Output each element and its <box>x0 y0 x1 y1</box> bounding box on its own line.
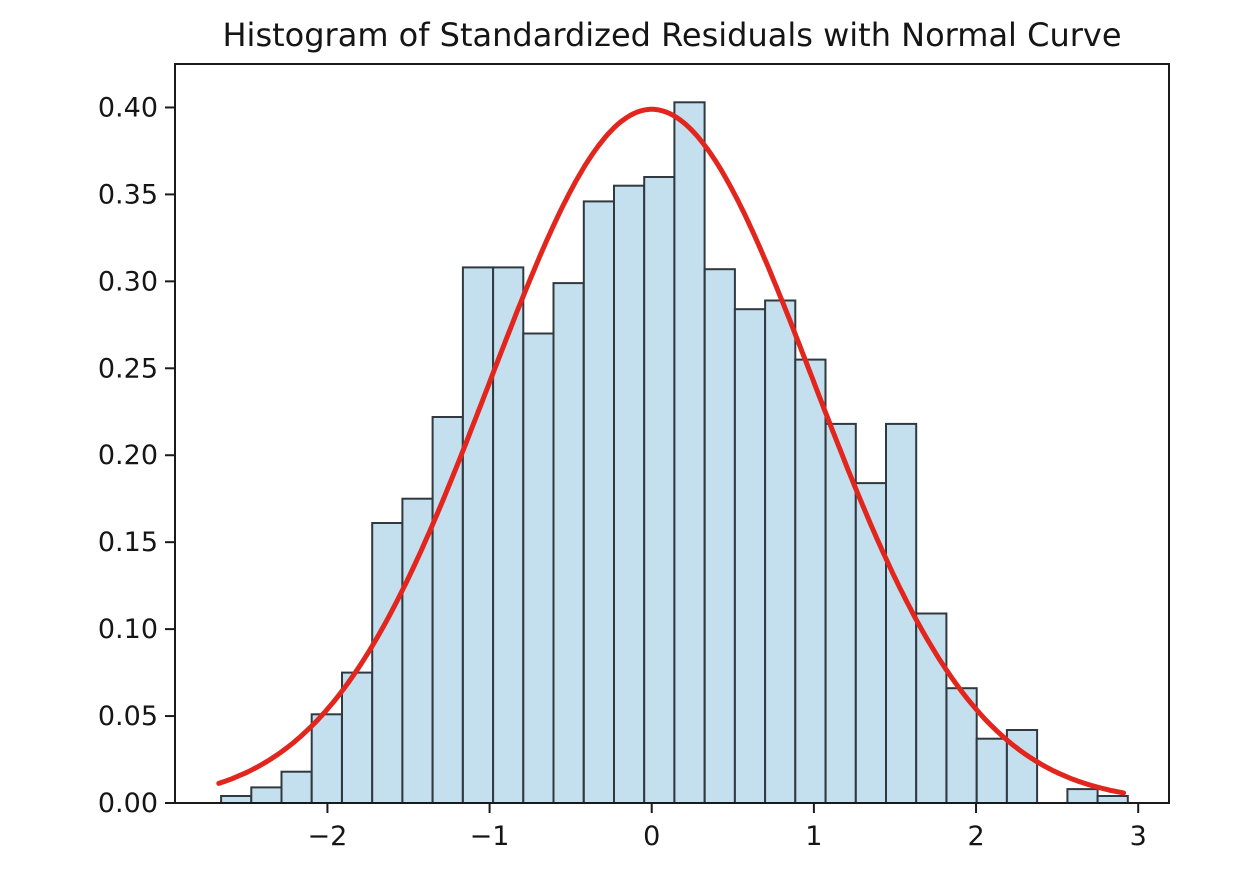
y-tick-label: 0.15 <box>98 527 158 558</box>
histogram-bar <box>371 522 404 804</box>
chart-title: Histogram of Standardized Residuals with… <box>222 16 1122 54</box>
histogram-bar <box>310 713 343 804</box>
histogram-bar <box>975 737 1008 805</box>
histogram-bar <box>854 482 887 804</box>
histogram-bar <box>461 266 495 804</box>
y-tick-label: 0.30 <box>98 266 158 297</box>
histogram-bar <box>431 416 464 804</box>
y-tick-label: 0.05 <box>98 701 158 732</box>
x-tick-label: 2 <box>967 821 984 852</box>
histogram-bar <box>613 184 646 804</box>
histogram-bar <box>703 268 736 804</box>
histogram-bar <box>552 282 585 805</box>
histogram-bar <box>401 497 434 804</box>
histogram-bar <box>1066 788 1099 804</box>
x-tick-label: −1 <box>470 821 510 852</box>
x-tick-label: −2 <box>308 821 348 852</box>
y-tick-label: 0.35 <box>98 179 158 210</box>
histogram-bar <box>250 786 283 805</box>
x-tick-label: 1 <box>805 821 822 852</box>
histogram-bar <box>733 308 767 804</box>
y-tick-label: 0.40 <box>98 92 158 123</box>
plot-frame <box>174 63 1170 804</box>
histogram-bar <box>492 266 525 804</box>
histogram-bar <box>522 332 555 804</box>
y-tick-label: 0.20 <box>98 440 158 471</box>
histogram-bar <box>673 101 706 805</box>
histogram-bar <box>220 795 253 804</box>
histogram-bar <box>280 770 313 805</box>
normal-curve-line <box>216 106 1127 796</box>
histogram-bar <box>1096 795 1129 804</box>
histogram-bar <box>341 671 374 804</box>
histogram-bar <box>643 176 676 804</box>
y-tick-label: 0.10 <box>98 614 158 645</box>
histogram-bar <box>824 422 857 804</box>
y-tick-label: 0.00 <box>98 788 158 819</box>
histogram-bar <box>794 358 827 804</box>
x-tick-label: 3 <box>1130 821 1147 852</box>
histogram-bar <box>764 299 797 804</box>
histogram-bar <box>582 200 615 804</box>
y-tick-label: 0.25 <box>98 353 158 384</box>
x-tick-label: 0 <box>643 821 660 852</box>
